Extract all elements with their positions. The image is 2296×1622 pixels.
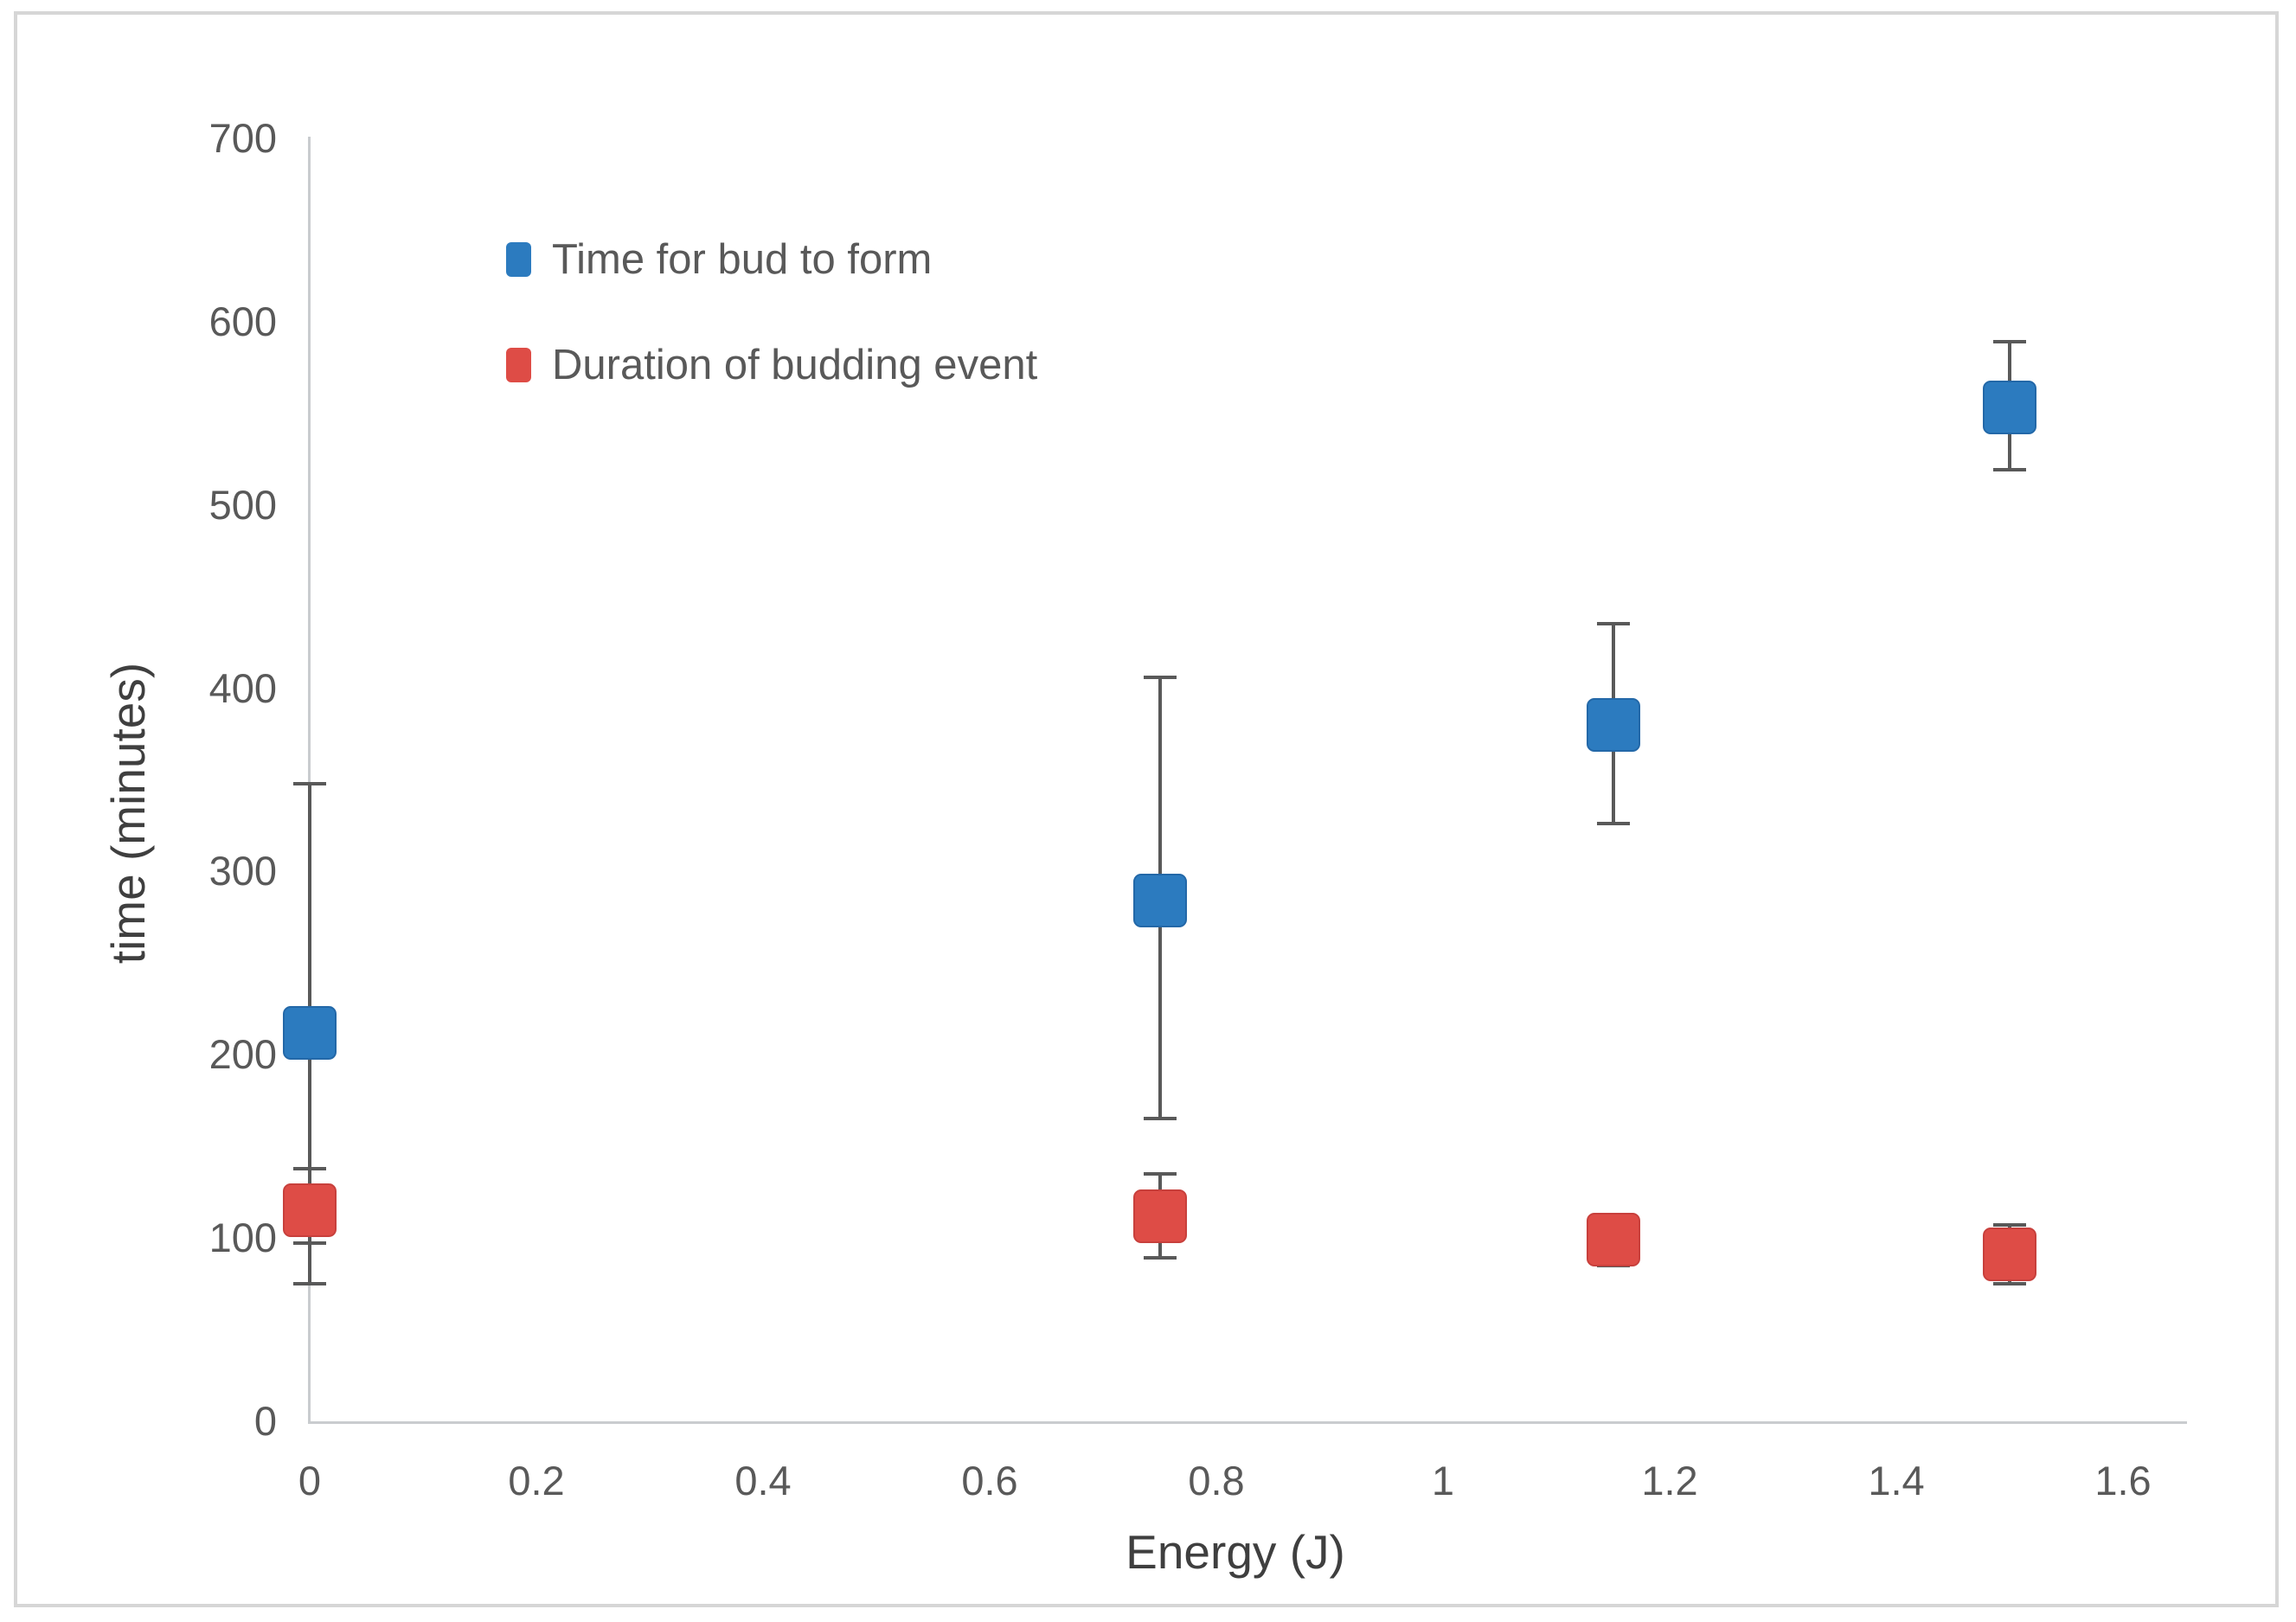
error-bar-cap <box>1143 1117 1177 1121</box>
error-bar-cap <box>1993 1282 2026 1286</box>
x-tick-label: 0.6 <box>961 1458 1018 1503</box>
legend-item: Time for bud to form <box>506 232 1037 287</box>
legend-label: Time for bud to form <box>552 236 933 283</box>
x-tick-label: 1.4 <box>1868 1458 1925 1503</box>
error-bar-cap <box>1143 675 1177 679</box>
error-bar-cap <box>1993 1223 2026 1228</box>
x-tick-label: 0.8 <box>1188 1458 1245 1503</box>
x-axis-title: Energy (J) <box>1126 1525 1345 1579</box>
error-bar-cap <box>1143 1171 1177 1176</box>
legend: Time for bud to form Duration of budding… <box>506 232 1037 443</box>
data-point-marker <box>283 1005 337 1060</box>
data-point-marker <box>1983 381 2036 435</box>
legend-item: Duration of budding event <box>506 337 1037 393</box>
x-tick-label: 1.2 <box>1641 1458 1698 1503</box>
y-axis-line <box>308 137 311 1424</box>
x-axis-line <box>308 1421 2187 1424</box>
x-tick-label: 1.6 <box>2094 1458 2152 1503</box>
y-tick-label: 0 <box>253 1398 277 1444</box>
error-bar-cap <box>1596 622 1630 626</box>
y-tick-label: 300 <box>208 848 277 894</box>
error-bar-cap <box>293 1282 326 1286</box>
y-tick-label: 700 <box>208 115 277 161</box>
y-tick-label: 100 <box>208 1215 277 1261</box>
error-bar-cap <box>1143 1256 1177 1260</box>
data-point-marker <box>283 1183 337 1238</box>
data-point-marker <box>1586 697 1640 752</box>
x-tick-label: 0.2 <box>508 1458 565 1503</box>
x-tick-label: 0 <box>298 1458 322 1503</box>
x-tick-label: 0.4 <box>734 1458 792 1503</box>
legend-swatch-red-icon <box>506 348 531 382</box>
error-bar-cap <box>1993 340 2026 344</box>
data-point-marker <box>1983 1228 2036 1282</box>
x-tick-label: 1 <box>1431 1458 1455 1503</box>
y-tick-label: 600 <box>208 298 277 344</box>
legend-swatch-blue-icon <box>506 242 531 277</box>
error-bar-cap <box>293 1241 326 1246</box>
error-bar-cap <box>1993 468 2026 472</box>
y-tick-label: 500 <box>208 481 277 528</box>
legend-label: Duration of budding event <box>552 342 1038 388</box>
y-tick-label: 400 <box>208 664 277 711</box>
error-bar-cap <box>293 1166 326 1170</box>
error-bar-cap <box>1596 822 1630 826</box>
error-bar-cap <box>293 781 326 785</box>
data-point-marker <box>1132 1189 1187 1243</box>
figure-frame <box>14 11 2279 1607</box>
data-point-marker <box>1132 874 1187 928</box>
y-tick-label: 200 <box>208 1031 277 1078</box>
data-point-marker <box>1586 1213 1640 1267</box>
